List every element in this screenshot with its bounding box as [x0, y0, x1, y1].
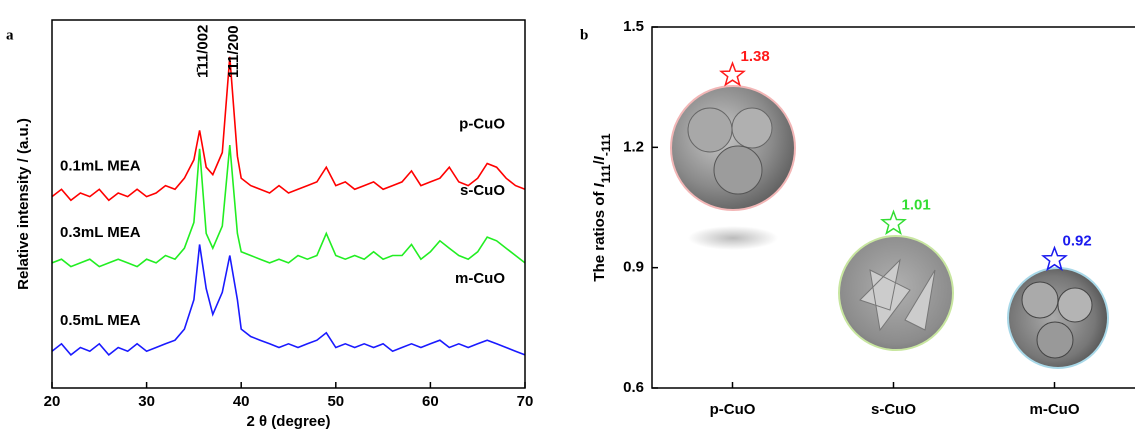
x-tick-label: p-CuO [710, 401, 756, 418]
y-axis-label-part: I [591, 155, 608, 160]
panel-label: b [580, 27, 588, 43]
plot-frame [51, 19, 526, 389]
value-label: 1.01 [902, 197, 931, 214]
shadow [688, 226, 778, 250]
xrd-line [51, 56, 526, 202]
particle [731, 107, 773, 149]
xrd-line [51, 145, 526, 268]
x-tick-label: 30 [138, 393, 155, 410]
y-axis-label: The ratios of I111/I-111 [591, 133, 613, 281]
series-label: m-CuO [455, 270, 505, 287]
y-tick-label: 0.6 [623, 379, 644, 396]
series-label: p-CuO [459, 116, 505, 133]
x-tick-label: 70 [517, 393, 534, 410]
sem-images [670, 85, 1109, 369]
particle [1057, 287, 1093, 323]
y-tick-label: 0.9 [623, 259, 644, 276]
y-axis-label-part: The ratios of [591, 187, 608, 281]
y-axis-label-part: -111 [599, 133, 613, 156]
star-marker [880, 209, 907, 236]
y-axis-label: Relative intensity / (a.u.) [15, 118, 32, 290]
x-tick-label: m-CuO [1030, 401, 1080, 418]
particle [1036, 321, 1074, 359]
flakes [859, 258, 936, 332]
x-axis-label: 2 θ (degree) [247, 413, 331, 429]
xrd-line [51, 244, 526, 357]
sample-label: 0.1mL MEA [60, 158, 141, 175]
x-tick-label: 40 [233, 393, 250, 410]
y-tick-label: 1.2 [623, 138, 644, 155]
peak-label: 1̄11/002 [195, 25, 212, 78]
x-tick-label: 60 [422, 393, 439, 410]
star-marker [1041, 245, 1068, 272]
sample-label: 0.3mL MEA [60, 224, 141, 241]
series-label: s-CuO [460, 182, 505, 199]
particle [1021, 281, 1059, 319]
peak-label: 111/200 [225, 25, 242, 78]
particle [687, 107, 733, 153]
star-marker [719, 60, 746, 87]
particle [713, 145, 763, 195]
y-tick-label: 1.5 [623, 18, 644, 35]
panel-label: a [6, 27, 14, 43]
value-label: 1.38 [741, 48, 770, 65]
y-axis-label-part: / [591, 159, 608, 164]
y-axis-label-part: I [591, 182, 608, 187]
x-tick-label: 50 [327, 393, 344, 410]
sample-label: 0.5mL MEA [60, 312, 141, 329]
x-tick-label: 20 [44, 393, 61, 410]
value-label: 0.92 [1063, 233, 1092, 250]
y-axis-label-part: 111 [599, 164, 613, 183]
x-tick-label: s-CuO [871, 401, 916, 418]
